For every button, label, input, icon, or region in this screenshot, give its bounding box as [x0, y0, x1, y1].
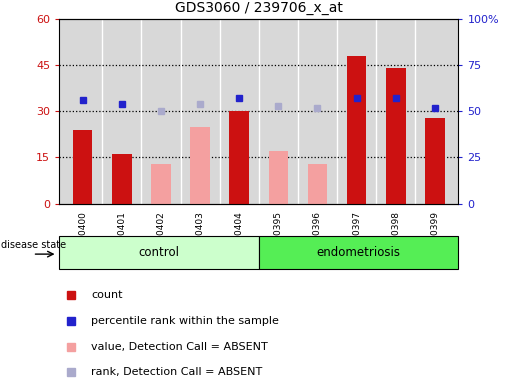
Text: percentile rank within the sample: percentile rank within the sample — [91, 316, 279, 326]
Text: control: control — [139, 246, 180, 259]
Text: value, Detection Call = ABSENT: value, Detection Call = ABSENT — [91, 342, 268, 352]
Bar — [230, 111, 249, 204]
Bar — [73, 130, 93, 204]
Bar — [386, 68, 405, 204]
Title: GDS3060 / 239706_x_at: GDS3060 / 239706_x_at — [175, 2, 342, 15]
Text: rank, Detection Call = ABSENT: rank, Detection Call = ABSENT — [91, 367, 263, 377]
Bar — [151, 164, 171, 204]
Bar — [268, 151, 288, 204]
Bar — [347, 56, 366, 204]
Bar — [425, 118, 444, 204]
Text: endometriosis: endometriosis — [317, 246, 401, 259]
Bar — [59, 236, 259, 269]
Text: disease state: disease state — [1, 240, 66, 250]
Bar — [112, 154, 132, 204]
Text: count: count — [91, 290, 123, 300]
Bar — [191, 127, 210, 204]
Bar — [259, 236, 458, 269]
Bar — [307, 164, 327, 204]
